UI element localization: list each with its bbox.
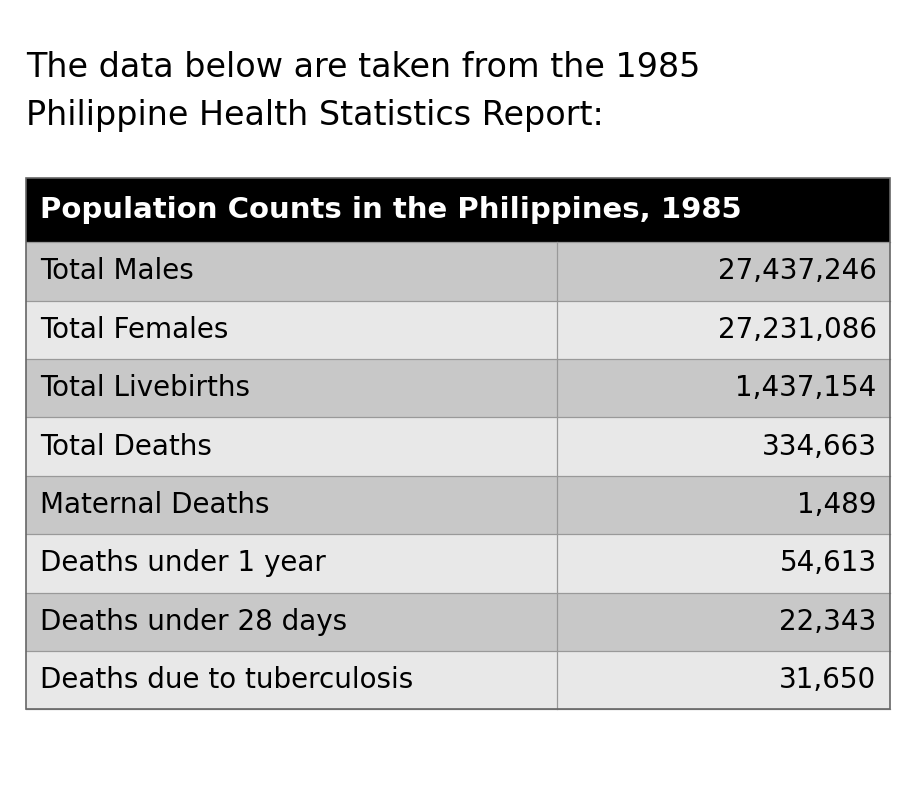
- Bar: [26, 359, 890, 417]
- Text: Population Counts in the Philippines, 1985: Population Counts in the Philippines, 19…: [40, 196, 742, 224]
- Text: Deaths due to tuberculosis: Deaths due to tuberculosis: [40, 666, 413, 694]
- Text: 27,437,246: 27,437,246: [718, 257, 877, 286]
- Bar: [26, 476, 890, 534]
- Bar: [26, 178, 890, 709]
- Text: 27,231,086: 27,231,086: [717, 316, 877, 344]
- Bar: [26, 417, 890, 476]
- Text: Total Males: Total Males: [40, 257, 194, 286]
- Text: Deaths under 28 days: Deaths under 28 days: [40, 608, 347, 636]
- Bar: [26, 593, 890, 651]
- Text: Philippine Health Statistics Report:: Philippine Health Statistics Report:: [26, 99, 604, 132]
- Text: 1,437,154: 1,437,154: [736, 374, 877, 402]
- Text: The data below are taken from the 1985: The data below are taken from the 1985: [26, 51, 700, 84]
- Text: Total Livebirths: Total Livebirths: [40, 374, 250, 402]
- Text: 1,489: 1,489: [797, 491, 877, 519]
- Text: Total Deaths: Total Deaths: [40, 432, 213, 461]
- Bar: [26, 301, 890, 359]
- Bar: [26, 651, 890, 709]
- Text: Total Females: Total Females: [40, 316, 229, 344]
- Text: 31,650: 31,650: [780, 666, 877, 694]
- Text: Maternal Deaths: Maternal Deaths: [40, 491, 270, 519]
- Text: 54,613: 54,613: [780, 549, 877, 578]
- Text: Deaths under 1 year: Deaths under 1 year: [40, 549, 326, 578]
- Text: 22,343: 22,343: [780, 608, 877, 636]
- Bar: [26, 178, 890, 242]
- Text: 334,663: 334,663: [761, 432, 877, 461]
- Bar: [26, 242, 890, 301]
- Bar: [26, 534, 890, 593]
